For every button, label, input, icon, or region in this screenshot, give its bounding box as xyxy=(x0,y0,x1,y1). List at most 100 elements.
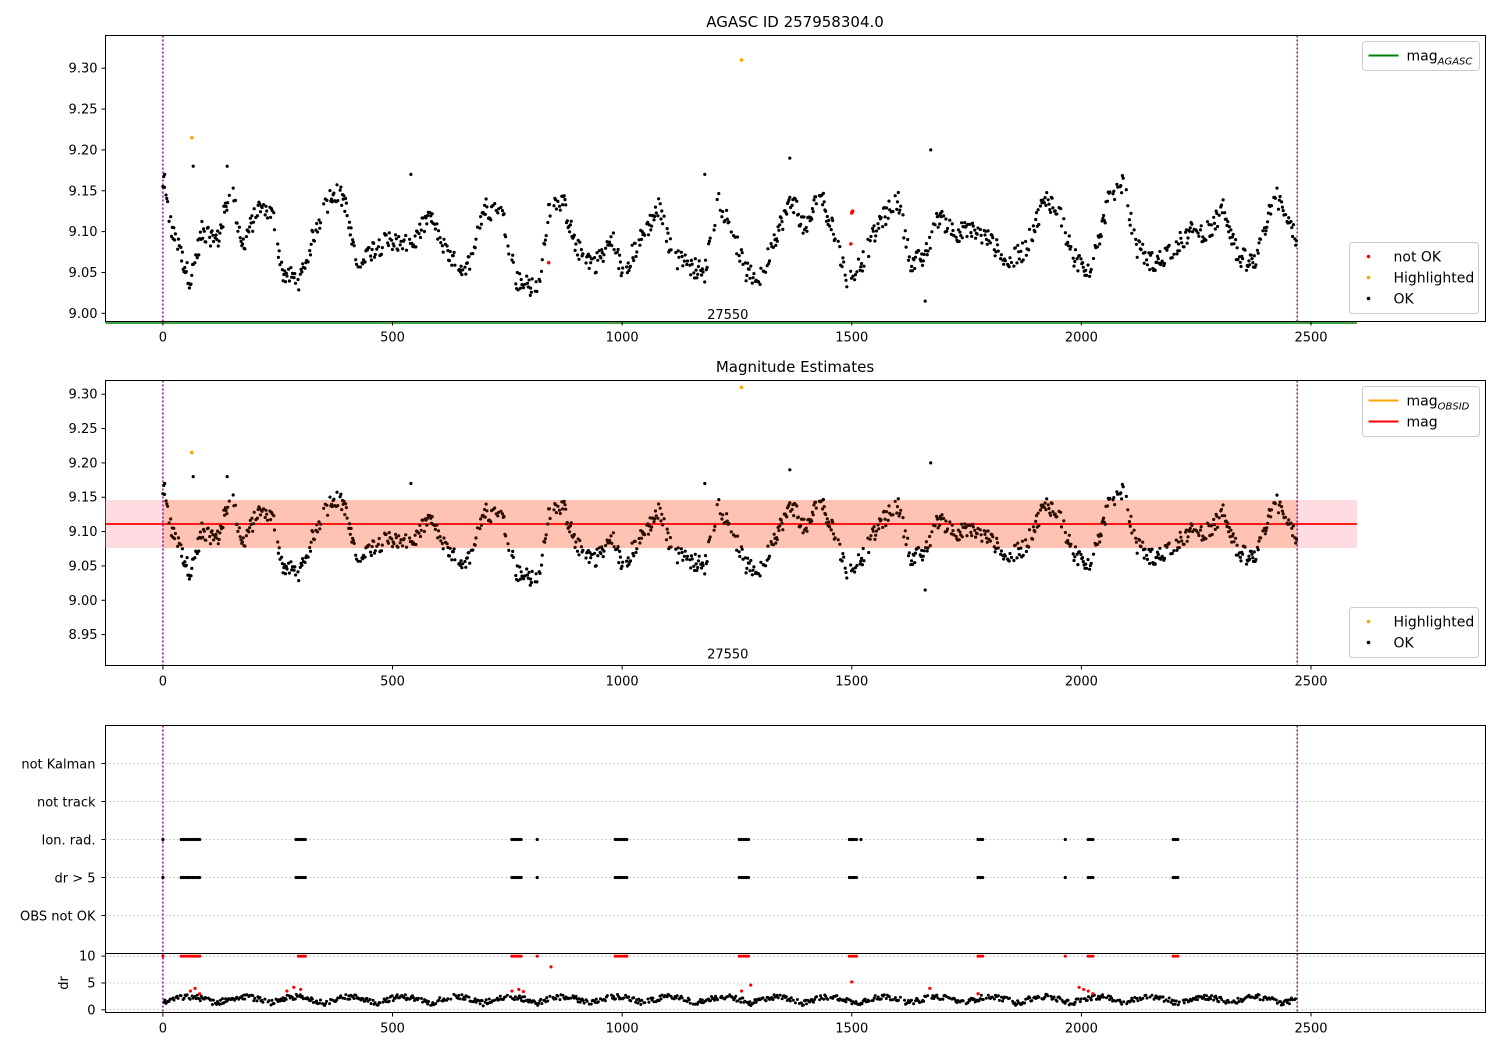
ok-point xyxy=(1129,211,1133,215)
ok-point xyxy=(1185,539,1189,543)
ok-point xyxy=(1124,494,1128,498)
legend-label: OK xyxy=(1394,292,1415,308)
ok-point xyxy=(297,579,301,583)
ok-point xyxy=(479,523,483,527)
dr-point xyxy=(252,999,256,1003)
ok-point xyxy=(796,515,801,519)
ok-point xyxy=(901,516,905,520)
ok-point xyxy=(1047,202,1051,206)
ok-point xyxy=(1008,551,1012,556)
ok-point xyxy=(1077,254,1081,258)
ok-point xyxy=(1102,213,1106,218)
ok-point xyxy=(1177,242,1181,246)
ok-point xyxy=(1167,243,1171,247)
dr-clipped-point xyxy=(978,954,982,958)
ok-point xyxy=(986,229,990,233)
ok-point xyxy=(281,279,285,283)
ok-point xyxy=(163,481,167,486)
ok-point xyxy=(1247,259,1251,263)
ok-point xyxy=(952,233,956,238)
ok-point xyxy=(1249,549,1253,553)
dr-red-point xyxy=(749,983,753,987)
ok-point xyxy=(413,533,417,537)
ok-point xyxy=(544,234,548,238)
ok-point xyxy=(895,511,899,515)
ok-point xyxy=(290,275,294,279)
ok-point xyxy=(162,492,167,496)
ok-point xyxy=(825,517,829,521)
ok-point xyxy=(1212,523,1217,527)
ok-point xyxy=(453,263,457,267)
ok-point xyxy=(165,502,169,506)
highlighted-point xyxy=(190,450,194,455)
ok-point xyxy=(654,514,658,518)
ok-point xyxy=(433,527,437,532)
dr-point xyxy=(343,997,347,1000)
ok-point xyxy=(971,224,975,228)
x-tick-label: 500 xyxy=(380,1022,405,1037)
dr-red-point xyxy=(299,987,303,992)
flag-point xyxy=(1091,837,1095,842)
ok-point xyxy=(757,280,761,284)
dr-red-point xyxy=(521,989,526,994)
ok-point xyxy=(514,282,518,286)
ok-point xyxy=(812,198,816,202)
ok-point xyxy=(729,530,733,534)
ok-point xyxy=(860,563,865,567)
dr-point xyxy=(403,993,407,997)
ok-point xyxy=(354,553,358,557)
ok-point xyxy=(396,545,400,549)
dr-point xyxy=(518,994,521,998)
ok-point xyxy=(838,542,842,546)
ok-point xyxy=(461,268,465,272)
ok-point xyxy=(1007,559,1011,563)
ok-point xyxy=(1287,216,1291,220)
ok-point xyxy=(1049,210,1053,214)
ok-point xyxy=(499,509,503,513)
ok-point xyxy=(1066,539,1070,543)
flag-point xyxy=(742,837,746,842)
ok-point xyxy=(627,268,631,273)
ok-point xyxy=(680,254,684,259)
ok-point xyxy=(340,508,344,512)
dr-clipped-point xyxy=(161,954,165,958)
ok-point xyxy=(426,213,430,218)
ok-point xyxy=(957,538,961,542)
ok-point xyxy=(426,516,430,520)
ok-point xyxy=(921,259,925,263)
ok-point xyxy=(873,537,877,542)
ok-point xyxy=(844,278,848,282)
ok-point xyxy=(881,525,885,530)
ok-point xyxy=(219,223,223,227)
ok-point xyxy=(840,559,844,563)
ok-point xyxy=(231,186,235,190)
ok-point xyxy=(599,552,603,556)
dr-point xyxy=(871,999,875,1002)
ok-point xyxy=(483,203,487,207)
ok-point xyxy=(1220,211,1224,215)
ok-point xyxy=(991,236,995,240)
ok-point xyxy=(984,237,989,241)
ok-point xyxy=(1024,549,1028,554)
ok-point xyxy=(658,506,662,510)
ok-point xyxy=(260,509,264,513)
ok-point xyxy=(418,523,422,527)
dr-point xyxy=(1205,994,1209,998)
ok-point xyxy=(248,216,252,220)
dr-point xyxy=(548,994,552,998)
ok-point xyxy=(665,527,669,531)
dr-point xyxy=(617,995,621,999)
panel-magnitude-estimates: Magnitude Estimates 8.959.009.059.109.15… xyxy=(69,358,1486,690)
dr-point xyxy=(1184,998,1188,1002)
ok-point xyxy=(1160,259,1164,263)
ok-point xyxy=(1142,261,1146,265)
ok-point xyxy=(193,556,197,560)
ok-point xyxy=(1216,224,1220,229)
ok-point xyxy=(774,541,778,545)
ok-point xyxy=(957,239,961,243)
ok-point xyxy=(904,543,908,547)
x-tick-label: 1500 xyxy=(835,331,868,346)
ok-point xyxy=(278,263,282,267)
ok-point xyxy=(372,539,376,544)
ok-point xyxy=(744,279,748,283)
